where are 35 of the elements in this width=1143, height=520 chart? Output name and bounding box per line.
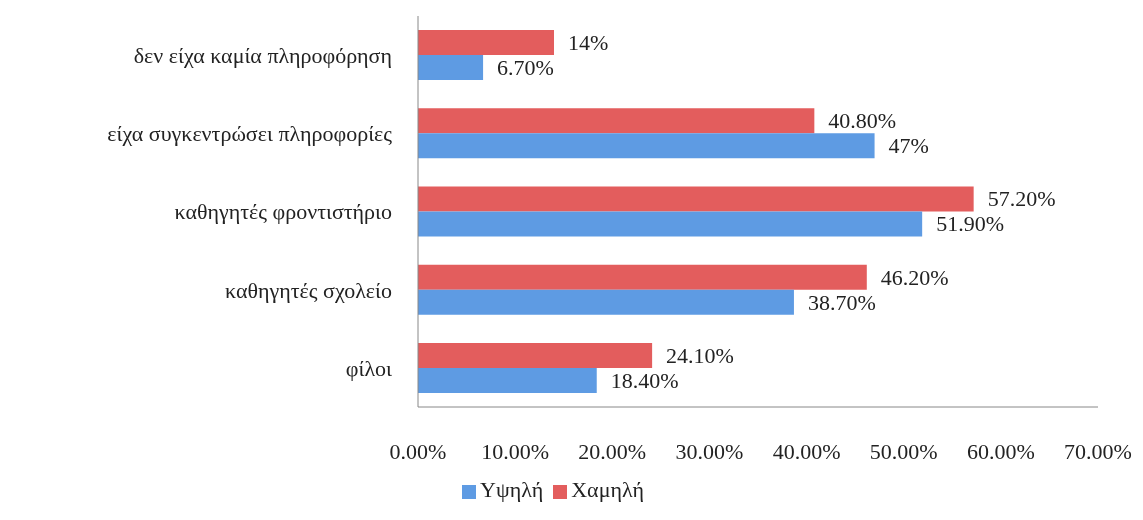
y-tick-label: καθηγητές σχολείο — [225, 277, 392, 303]
data-label: 24.10% — [666, 342, 734, 368]
y-tick-label: είχα συγκεντρώσει πληροφορίες — [107, 121, 393, 147]
bar — [418, 264, 867, 290]
data-label: 57.20% — [987, 186, 1056, 212]
bar — [418, 108, 815, 134]
x-tick-label: 20.00% — [578, 438, 647, 464]
x-tick-label: 0.00% — [389, 438, 447, 464]
data-label: 38.70% — [807, 289, 876, 315]
y-tick-label: δεν είχα καμία πληροφόρηση — [133, 42, 392, 68]
x-tick-label: 10.00% — [481, 438, 550, 464]
data-label: 46.20% — [880, 264, 949, 290]
x-tick-label: 40.00% — [772, 438, 841, 464]
y-tick-label: καθηγητές φροντιστήριο — [174, 199, 392, 225]
data-label: 14% — [568, 30, 609, 56]
y-tick-label: φίλοι — [345, 355, 393, 381]
bar — [418, 186, 974, 212]
x-tick-label: 60.00% — [966, 438, 1035, 464]
bar — [418, 289, 794, 315]
bar — [418, 30, 554, 56]
bar — [418, 367, 597, 393]
x-tick-label: 70.00% — [1064, 438, 1132, 464]
bar — [418, 211, 923, 237]
bar — [418, 342, 653, 368]
bar — [418, 55, 484, 81]
data-label: 18.40% — [610, 367, 679, 393]
data-label: 51.90% — [936, 211, 1004, 237]
x-tick-label: 50.00% — [869, 438, 938, 464]
legend-label: Υψηλή — [480, 477, 544, 502]
x-tick-label: 30.00% — [675, 438, 744, 464]
data-label: 6.70% — [497, 55, 554, 81]
bar — [418, 133, 875, 159]
legend-label: Χαμηλή — [571, 477, 644, 502]
data-label: 40.80% — [828, 108, 897, 134]
data-label: 47% — [888, 133, 929, 159]
